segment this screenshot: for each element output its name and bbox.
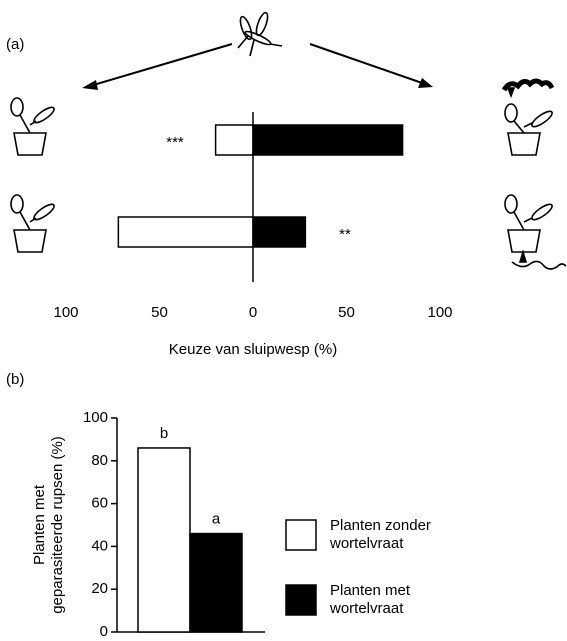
bar xyxy=(214,124,254,156)
x-tick-label: 100 xyxy=(427,304,452,321)
y-tick-label: 20 xyxy=(91,580,108,597)
arrows xyxy=(82,43,433,90)
legend-label: Planten met wortelvraat xyxy=(329,582,411,617)
bar xyxy=(137,447,191,633)
y-tick-label: 100 xyxy=(83,409,108,426)
x-tick-label: 0 xyxy=(249,304,257,321)
bar-letter: a xyxy=(212,511,221,528)
bar xyxy=(189,532,243,633)
x-tick-label: 50 xyxy=(338,304,355,321)
legend-label: Planten zonder wortelvraat xyxy=(329,517,431,552)
x-tick-label: 50 xyxy=(151,304,168,321)
bar xyxy=(117,216,254,248)
significance-label: ** xyxy=(339,226,351,243)
bar xyxy=(252,124,404,156)
x-tick-label: 100 xyxy=(53,304,78,321)
wasp-icon xyxy=(237,11,283,57)
panel-label: (b) xyxy=(6,371,24,388)
y-tick-label: 0 xyxy=(100,623,108,640)
plant-icons xyxy=(10,78,567,270)
y-axis-label: Planten met xyxy=(31,484,48,565)
bar-letter: b xyxy=(160,425,168,442)
legend-swatch xyxy=(285,584,317,616)
significance-label: *** xyxy=(166,134,184,151)
y-tick-label: 40 xyxy=(91,537,108,554)
bar xyxy=(252,216,307,248)
legend-swatch xyxy=(285,519,317,551)
y-axis-label: geparasiteerde rupsen (%) xyxy=(49,436,66,614)
x-axis-label: Keuze van sluipwesp (%) xyxy=(169,341,337,358)
y-tick-label: 60 xyxy=(91,495,108,512)
panel-label: (a) xyxy=(6,36,24,53)
y-tick-label: 80 xyxy=(91,452,108,469)
